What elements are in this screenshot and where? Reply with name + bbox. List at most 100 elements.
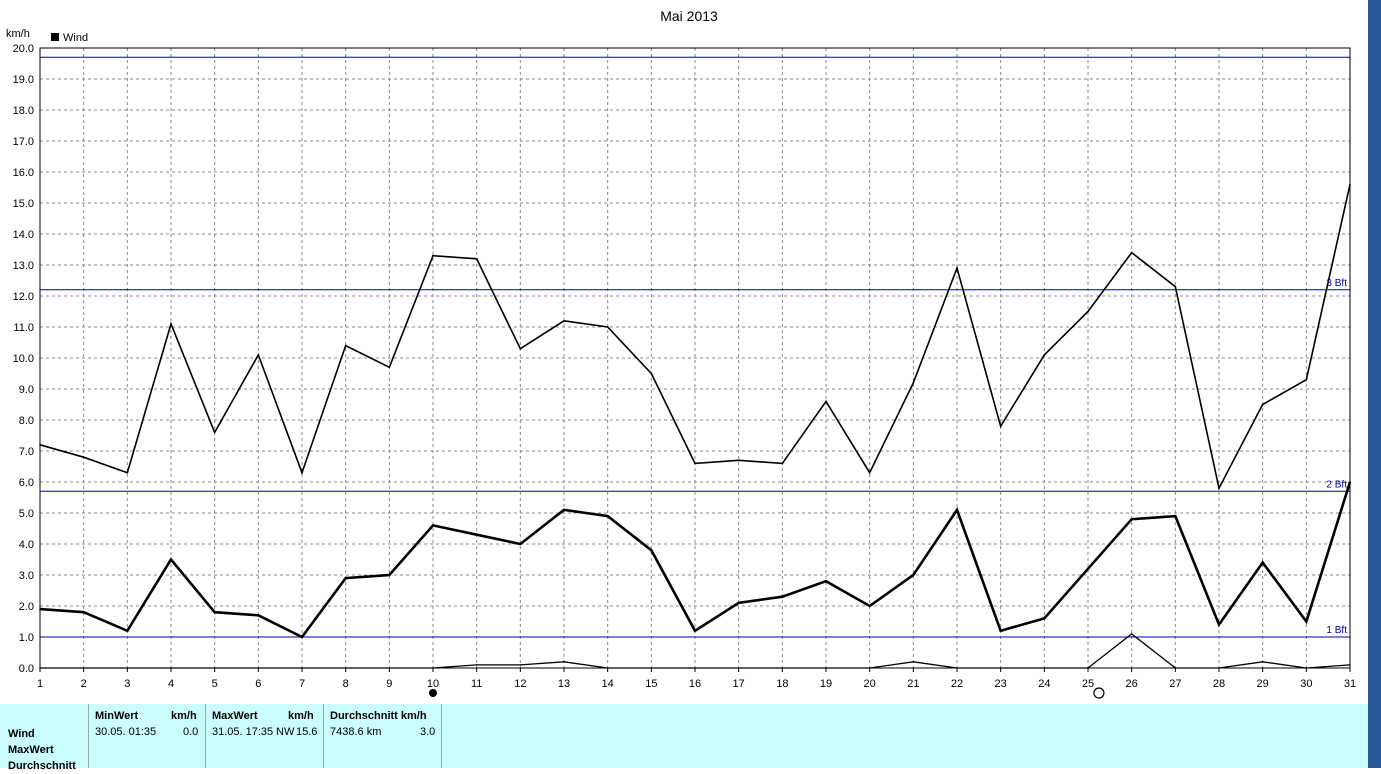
x-tick-label: 5	[212, 678, 218, 690]
min-column: MinWert km/h 30.05. 01:35 0.0	[88, 704, 205, 768]
data-point-max	[519, 347, 522, 350]
data-point-min	[1174, 667, 1177, 669]
y-tick-label: 8.0	[19, 415, 34, 427]
data-point-max	[1218, 487, 1220, 490]
data-point-min	[82, 667, 85, 669]
x-tick-label: 19	[820, 678, 832, 690]
data-point-min	[519, 664, 522, 666]
data-point-min	[563, 661, 565, 663]
x-tick-label: 25	[1082, 678, 1094, 690]
x-tick-label: 13	[558, 678, 570, 690]
data-point-average	[257, 614, 260, 617]
data-point-max	[825, 400, 827, 403]
data-point-min	[126, 667, 129, 669]
data-point-max	[868, 471, 871, 474]
data-point-min	[912, 661, 915, 663]
data-point-average	[519, 543, 522, 545]
x-tick-label: 17	[733, 678, 745, 690]
x-tick-label: 2	[81, 678, 87, 690]
data-point-max	[432, 254, 434, 257]
x-tick-label: 14	[602, 678, 614, 690]
data-point-average	[1174, 515, 1177, 517]
data-point-min	[956, 667, 958, 669]
x-tick-label: 12	[514, 678, 526, 690]
y-axis-label: km/h	[6, 28, 30, 40]
data-point-max	[126, 471, 129, 474]
data-point-average	[301, 636, 303, 638]
x-tick-label: 29	[1257, 678, 1269, 690]
data-point-max	[475, 258, 478, 260]
y-tick-label: 7.0	[19, 446, 34, 458]
data-point-average	[170, 558, 172, 561]
data-point-average	[737, 602, 740, 604]
data-point-average	[912, 574, 915, 576]
data-point-min	[1349, 664, 1351, 666]
max-unit: km/h	[288, 710, 314, 722]
y-tick-label: 18.0	[13, 105, 34, 117]
x-tick-label: 4	[168, 678, 174, 690]
stats-panel: Wind MaxWert Durchschnitt MinWert km/h 3…	[0, 704, 1368, 772]
data-point-max	[170, 323, 172, 325]
data-point-min	[475, 664, 478, 666]
x-tick-label: 9	[386, 678, 392, 690]
max-date: 31.05. 17:35	[212, 726, 274, 738]
y-tick-label: 0.0	[19, 663, 34, 675]
data-point-average	[1261, 561, 1264, 564]
data-point-min	[1261, 661, 1264, 663]
y-tick-label: 15.0	[13, 198, 34, 210]
data-point-max	[213, 431, 216, 434]
row-label-wind: Wind	[8, 728, 35, 740]
data-point-min	[213, 667, 216, 669]
avg-distance: 7438.6 km	[330, 726, 382, 738]
min-value: 0.0	[183, 726, 199, 738]
data-point-average	[432, 524, 434, 527]
max-value: 15.6	[296, 726, 318, 738]
data-point-average	[999, 630, 1002, 632]
data-point-average	[606, 515, 609, 517]
data-point-min	[1130, 633, 1133, 635]
beaufort-label: 3 Bft	[1326, 278, 1347, 289]
y-tick-label: 14.0	[13, 229, 34, 241]
data-point-max	[563, 320, 565, 322]
data-point-max	[912, 382, 915, 384]
x-tick-label: 21	[907, 678, 919, 690]
wind-chart: Mai 2013 km/h Wind 1 Bft 2 Bft 3 Bft 0.0 1.…	[6, 8, 1356, 699]
data-point-average	[694, 630, 696, 632]
y-tick-label: 10.0	[13, 353, 34, 365]
data-point-average	[1218, 623, 1220, 626]
min-unit: km/h	[171, 710, 197, 722]
window-edge	[1368, 0, 1381, 768]
data-point-max	[257, 354, 260, 356]
x-tick-label: 10	[427, 678, 439, 690]
data-point-max	[344, 344, 347, 347]
x-tick-label: 11	[471, 678, 482, 690]
max-header: MaxWert	[212, 710, 258, 722]
full-moon-icon	[1093, 687, 1105, 699]
chart-title: Mai 2013	[660, 8, 718, 24]
data-point-min	[388, 667, 391, 669]
data-point-max	[1261, 403, 1264, 406]
data-point-average	[1087, 568, 1089, 570]
data-point-min	[1043, 667, 1046, 669]
y-tick-label: 6.0	[19, 477, 34, 489]
data-point-min	[344, 667, 347, 669]
data-point-average	[126, 630, 129, 632]
data-point-max	[1043, 354, 1046, 356]
x-tick-label: 8	[343, 678, 349, 690]
x-tick-label: 27	[1169, 678, 1181, 690]
panel-divider	[441, 704, 443, 768]
x-tick-label: 23	[995, 678, 1007, 690]
data-point-min	[694, 667, 696, 669]
y-tick-label: 13.0	[13, 260, 34, 272]
data-point-max	[388, 366, 391, 369]
min-header: MinWert	[95, 710, 139, 722]
data-point-min	[301, 667, 303, 669]
new-moon-icon	[429, 689, 437, 697]
data-point-average	[344, 577, 347, 579]
data-point-average	[825, 580, 827, 582]
data-point-max	[1087, 310, 1089, 313]
data-point-min	[825, 667, 827, 669]
legend-swatch	[51, 33, 59, 41]
max-column: MaxWert km/h 31.05. 17:35 NW 15.6	[205, 704, 322, 768]
y-tick-label: 3.0	[19, 570, 34, 582]
